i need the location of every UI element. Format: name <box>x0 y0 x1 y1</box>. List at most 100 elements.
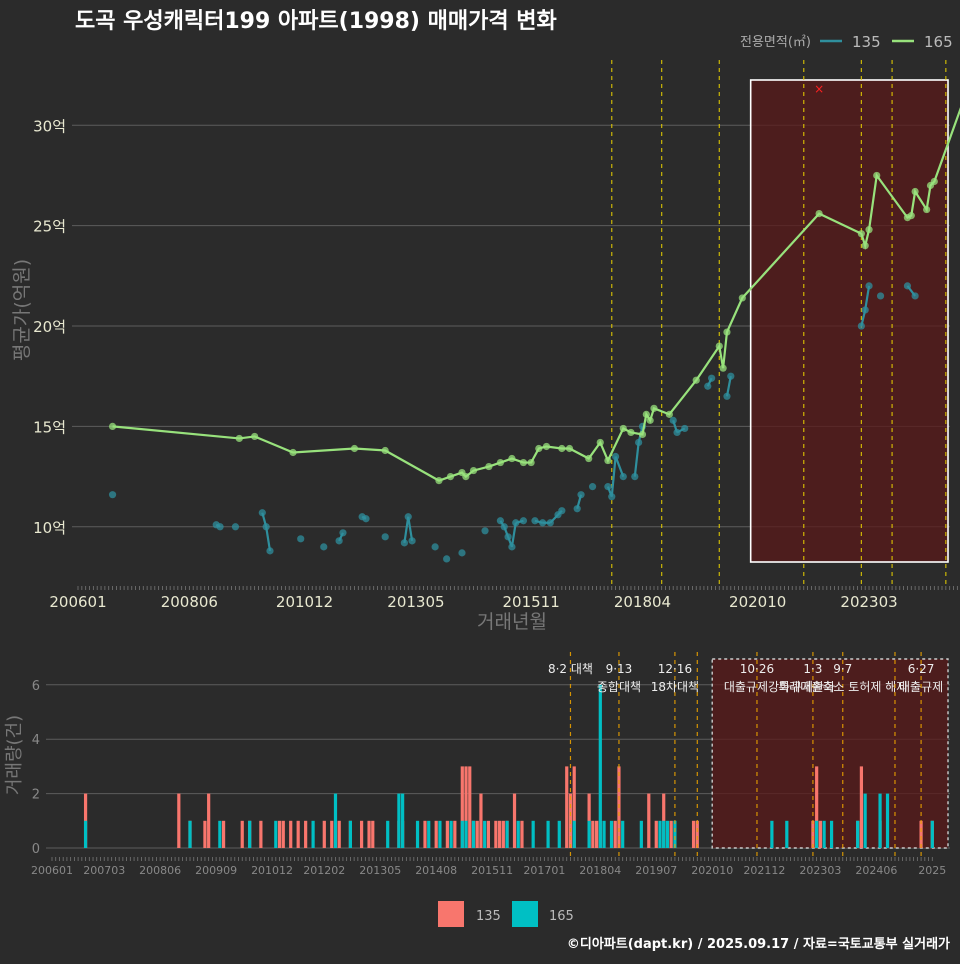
data-point-135 <box>619 472 627 481</box>
bar-165 <box>471 820 476 848</box>
bottom-x-tick-label: 2025 <box>918 864 946 877</box>
data-point-165 <box>508 454 516 463</box>
data-point-165 <box>469 466 478 475</box>
data-point-165 <box>923 205 931 214</box>
data-point-135 <box>408 537 416 545</box>
bottom-plot-axes: 200601 200703 200806 200909 201012 201202 2013… <box>31 857 946 877</box>
bar-165 <box>572 820 576 848</box>
data-point-165 <box>535 444 543 453</box>
data-point-165 <box>861 242 869 250</box>
bar-165 <box>427 820 431 848</box>
bar-165 <box>878 793 882 848</box>
data-point-165 <box>638 430 647 439</box>
bar-135 <box>498 820 502 848</box>
bar-165 <box>188 820 192 848</box>
bar-135 <box>259 820 263 848</box>
bar-165 <box>401 793 405 848</box>
bar-135 <box>594 820 599 848</box>
red-x-marker: × <box>814 82 824 96</box>
bottom-highlight-box <box>711 658 949 849</box>
top-x-tick-label: 201012 <box>276 593 333 611</box>
legend-swatch-165 <box>512 901 538 927</box>
bar-165 <box>397 793 401 848</box>
bar-135 <box>818 820 822 848</box>
data-point-165 <box>235 434 243 443</box>
data-point-165 <box>642 410 650 418</box>
bar-135 <box>919 820 923 848</box>
bar-135 <box>367 820 371 848</box>
bar-165 <box>856 820 860 848</box>
bar-165 <box>815 820 819 848</box>
bottom-y-tick-label: 0 <box>32 842 40 857</box>
data-point-165 <box>930 177 938 186</box>
series-segment-135 <box>265 526 272 552</box>
bar-135 <box>572 766 576 848</box>
top-y-tick-label: 25억 <box>33 218 66 236</box>
data-point-135 <box>496 517 504 525</box>
bar-165 <box>885 793 890 848</box>
data-point-165 <box>865 226 873 234</box>
top-y-axis-label: 평균가(억원) <box>11 259 33 361</box>
data-point-135 <box>504 533 512 541</box>
bar-135 <box>691 820 696 848</box>
data-point-165 <box>596 438 604 447</box>
data-point-135 <box>631 472 639 481</box>
bar-135 <box>859 766 864 848</box>
data-point-135 <box>320 543 328 551</box>
policy-name-label: 대출규제 <box>899 680 943 694</box>
data-point-135 <box>865 282 873 290</box>
policy-name-label: 18차대책 <box>651 679 699 694</box>
series-segment-135 <box>403 516 410 544</box>
data-point-165 <box>381 446 389 455</box>
top-x-tick-label: 201305 <box>387 593 444 611</box>
series-segment-135 <box>610 456 617 497</box>
bar-165 <box>665 820 670 848</box>
bar-135 <box>479 793 483 848</box>
bottom-x-tick-label: 201305 <box>359 864 401 877</box>
series-segment-135 <box>407 516 414 542</box>
data-point-165 <box>619 424 627 433</box>
bottom-highlight-region <box>711 658 949 849</box>
data-point-165 <box>558 444 566 453</box>
bar-135 <box>811 820 815 848</box>
bar-135 <box>322 820 326 848</box>
bottom-legend: 135 165 <box>438 901 574 927</box>
bar-135 <box>296 820 300 848</box>
data-point-165 <box>665 410 673 418</box>
bar-165 <box>415 820 420 848</box>
data-point-135 <box>708 374 716 382</box>
data-point-165 <box>604 456 612 465</box>
bar-165 <box>829 820 834 848</box>
data-point-165 <box>289 448 297 457</box>
bar-165 <box>662 820 666 848</box>
bar-135 <box>277 820 282 848</box>
bar-165 <box>531 820 535 848</box>
bar-135 <box>520 820 524 848</box>
bar-135 <box>815 766 819 848</box>
data-point-135 <box>404 513 412 521</box>
bar-135 <box>591 820 595 848</box>
data-point-135 <box>531 517 539 525</box>
data-point-165 <box>251 432 259 441</box>
data-point-165 <box>435 477 443 485</box>
bar-135 <box>486 820 491 848</box>
top-highlight-box <box>749 79 949 563</box>
bar-165 <box>83 820 88 848</box>
bar-135 <box>289 820 293 848</box>
data-point-135 <box>608 493 616 501</box>
top-x-tick-label: 202303 <box>840 593 897 611</box>
data-point-135 <box>458 549 466 557</box>
data-point-135 <box>573 505 581 513</box>
top-y-tick-label: 20억 <box>33 318 66 336</box>
series-segment-135 <box>510 522 517 548</box>
bar-165 <box>822 820 826 848</box>
data-point-135 <box>612 452 620 461</box>
data-point-135 <box>577 491 585 499</box>
data-point-135 <box>262 523 270 531</box>
top-y-tick-label: 15억 <box>33 418 66 436</box>
bar-165 <box>274 820 278 848</box>
data-point-165 <box>350 444 359 453</box>
data-point-135 <box>723 392 731 400</box>
data-point-165 <box>857 230 865 238</box>
